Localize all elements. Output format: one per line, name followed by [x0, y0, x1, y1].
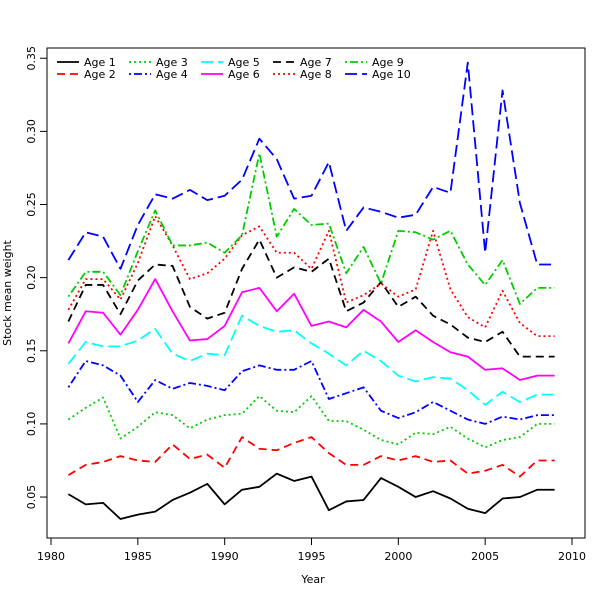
series-line-age-10	[67, 61, 555, 270]
x-tick-label: 2010	[558, 550, 586, 563]
plot-border	[46, 47, 586, 539]
legend-label-age-3: Age 3	[156, 56, 188, 69]
series-line-age-8	[67, 215, 555, 338]
y-tick-label: 0.20	[25, 265, 38, 290]
x-axis-title: Year	[300, 573, 325, 586]
series-line-age-9	[67, 152, 555, 305]
series-line-age-4	[67, 360, 555, 425]
series-line-age-6	[67, 278, 555, 381]
x-tick-label: 2005	[471, 550, 499, 563]
legend-label-age-8: Age 8	[300, 68, 332, 81]
legend-label-age-4: Age 4	[156, 68, 188, 81]
legend-label-age-5: Age 5	[228, 56, 260, 69]
y-tick-label: 0.30	[25, 119, 38, 144]
y-tick-label: 0.05	[25, 485, 38, 510]
legend-label-age-1: Age 1	[84, 56, 116, 69]
x-tick-label: 1980	[37, 550, 65, 563]
legend-label-age-6: Age 6	[228, 68, 260, 81]
y-tick-label: 0.35	[25, 46, 38, 71]
series-line-age-3	[67, 395, 555, 449]
y-axis-title: Stock mean weight	[1, 239, 14, 345]
y-tick-label: 0.15	[25, 339, 38, 364]
x-tick-label: 1985	[124, 550, 152, 563]
series-layer	[67, 61, 555, 520]
y-tick-label: 0.25	[25, 192, 38, 217]
legend-label-age-9: Age 9	[372, 56, 404, 69]
legend-label-age-7: Age 7	[300, 56, 332, 69]
legend-label-age-2: Age 2	[84, 68, 116, 81]
x-axis: 1980 1985 1990 1995 2000 2005 2010	[37, 538, 586, 563]
x-tick-label: 1990	[211, 550, 239, 563]
legend-label-age-10: Age 10	[372, 68, 411, 81]
x-tick-label: 1995	[298, 550, 326, 563]
series-line-age-2	[67, 436, 555, 478]
series-line-age-1	[67, 472, 555, 520]
x-tick-label: 2000	[384, 550, 412, 563]
y-tick-label: 0.10	[25, 412, 38, 437]
series-line-age-7	[67, 238, 555, 358]
y-axis: 0.05 0.10 0.15 0.20 0.25 0.30 0.35	[25, 46, 47, 509]
series-line-age-5	[67, 314, 555, 406]
